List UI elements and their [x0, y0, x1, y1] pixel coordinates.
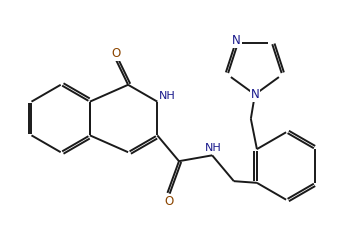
- Text: N: N: [232, 34, 241, 47]
- Text: N: N: [251, 88, 259, 101]
- Text: O: O: [164, 195, 173, 208]
- Text: O: O: [112, 47, 121, 59]
- Text: NH: NH: [159, 91, 176, 100]
- Text: NH: NH: [205, 143, 222, 153]
